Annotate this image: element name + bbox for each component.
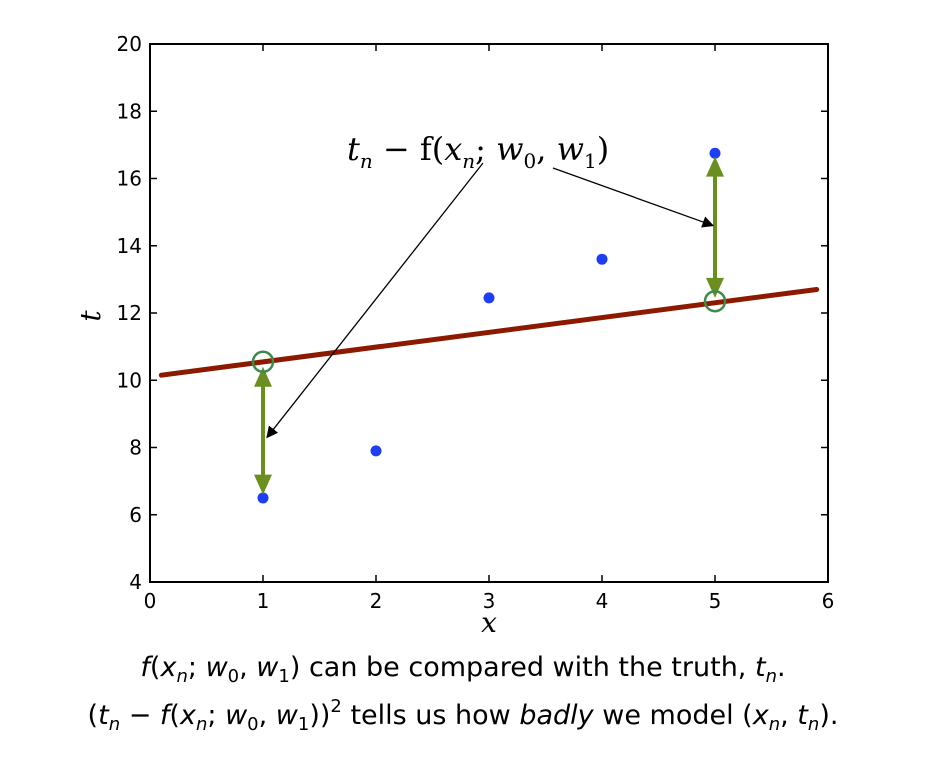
cap2-sub0: 0 <box>247 714 259 735</box>
cap2-sub-n2: n <box>195 714 208 735</box>
cap2-minus: − <box>120 700 160 731</box>
x-tick-label: 6 <box>822 589 835 613</box>
prediction-circle <box>251 350 275 374</box>
cap1-w1: w <box>256 652 279 683</box>
x-tick-label: 0 <box>144 589 157 613</box>
y-tick-label: 8 <box>129 436 142 460</box>
residual-arrow <box>706 156 724 298</box>
y-tick-label: 14 <box>117 234 142 258</box>
annotation-arrow-right <box>552 167 715 228</box>
annot-sub-n: n <box>360 149 373 173</box>
cap1-comma: , <box>239 652 257 683</box>
annot-sep: ; <box>475 130 496 168</box>
cap2-w1: w <box>275 700 298 731</box>
cap2-sub-n: n <box>108 714 121 735</box>
residual-head-down <box>706 277 724 298</box>
cap1-sub-n: n <box>176 666 188 687</box>
cap2-end: ). <box>819 700 839 731</box>
y-tick-label: 16 <box>117 167 142 191</box>
x-tick-label: 2 <box>370 589 383 613</box>
cap2-sub-n4: n <box>807 714 820 735</box>
annot-sub0: 0 <box>524 149 537 173</box>
residual-arrow <box>254 366 272 495</box>
annot-sub1: 1 <box>584 149 597 173</box>
plot-frame <box>149 43 829 583</box>
cap2-comma2: , <box>780 700 798 731</box>
y-tick-label: 18 <box>117 99 142 123</box>
cap1-w0: w <box>205 652 228 683</box>
annot-sub-n2: n <box>462 149 475 173</box>
data-point <box>709 147 721 159</box>
cap1-sub0: 0 <box>227 666 240 687</box>
cap2-t2: t <box>797 700 808 731</box>
cap2-semi: ; <box>207 700 226 731</box>
x-tick-label: 4 <box>596 589 609 613</box>
cap1-f: f <box>140 652 150 683</box>
cap2-f: f <box>159 700 170 731</box>
prediction-circle <box>703 289 727 313</box>
cap2-open: ( <box>87 700 99 731</box>
cap1-open: ( <box>149 652 161 683</box>
caption-line-1: f(xn; w0, w1) can be compared with the t… <box>0 652 926 687</box>
annot-t: t <box>347 130 360 168</box>
cap2-close: )) <box>309 700 331 731</box>
cap2-t: t <box>98 700 109 731</box>
y-tick-label: 6 <box>129 503 142 527</box>
annotation-residual-formula: tn − f(xn; w0, w1) <box>347 130 609 173</box>
cap1-x: x <box>160 652 177 683</box>
cap1-sub1: 1 <box>278 666 290 687</box>
cap2-x: x <box>179 700 196 731</box>
cap1-semi: ; <box>187 652 206 683</box>
x-tick-label: 3 <box>483 589 496 613</box>
caption-line-2: (tn − f(xn; w0, w1))2 tells us how badly… <box>0 696 926 735</box>
x-tick-label: 1 <box>257 589 270 613</box>
cap2-mid: tells us how <box>341 700 520 731</box>
cap1-rest: ) can be compared with the truth, <box>289 652 755 683</box>
annotation-arrow-left <box>266 162 484 439</box>
annot-w0: w <box>496 130 523 168</box>
annot-comma: , <box>536 130 556 168</box>
cap2-sub1: 1 <box>297 714 310 735</box>
y-tick-label: 20 <box>117 32 142 56</box>
data-point <box>257 492 269 504</box>
fitted-line <box>158 286 820 378</box>
cap2-sup: 2 <box>330 696 342 717</box>
annot-x: x <box>444 130 462 168</box>
cap2-mid2: we model ( <box>593 700 753 731</box>
cap2-sub-n3: n <box>768 714 781 735</box>
cap1-sub-n2: n <box>765 666 777 687</box>
x-tick-label: 5 <box>709 589 722 613</box>
cap2-x2: x <box>752 700 769 731</box>
data-point <box>370 445 382 457</box>
cap2-w0: w <box>225 700 248 731</box>
annot-minus-f: − f( <box>373 130 444 168</box>
residual-head-down <box>254 474 272 495</box>
y-axis-label: t <box>74 310 107 322</box>
cap2-open2: ( <box>169 700 180 731</box>
cap1-end: . <box>777 652 786 683</box>
y-tick-label: 4 <box>129 570 142 594</box>
cap1-t: t <box>754 652 766 683</box>
x-axis-label: x <box>481 606 497 639</box>
residual-head-up <box>254 366 272 387</box>
residual-head-up <box>706 156 724 177</box>
cap2-badly: badly <box>519 700 594 731</box>
y-tick-label: 12 <box>117 301 142 325</box>
data-point <box>596 253 608 265</box>
data-point <box>483 292 495 304</box>
cap2-comma: , <box>258 700 276 731</box>
annot-w1: w <box>557 130 584 168</box>
y-tick-label: 10 <box>117 368 142 392</box>
annot-close: ) <box>597 130 609 168</box>
